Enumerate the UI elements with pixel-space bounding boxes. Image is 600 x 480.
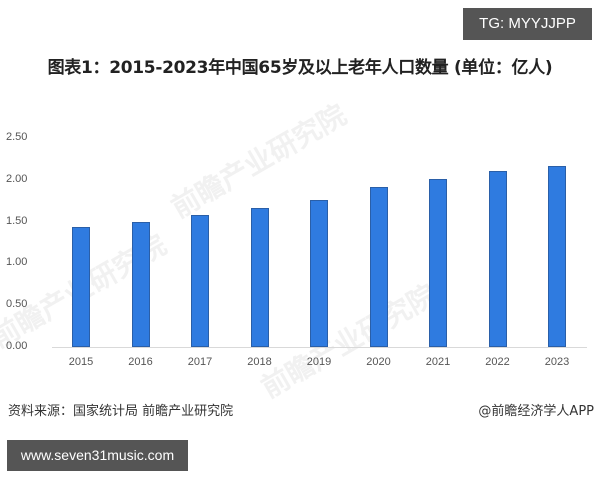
x-tick-label: 2017 [187, 356, 213, 368]
bar-2020 [369, 187, 388, 347]
source-note: 资料来源：国家统计局 前瞻产业研究院 [8, 404, 234, 419]
y-tick-label: 2.50 [6, 131, 28, 143]
y-tick-label: 1.50 [6, 214, 28, 227]
bar-2023 [548, 165, 566, 347]
y-tick-label: 1.00 [6, 256, 28, 269]
x-tick-label: 2016 [128, 356, 153, 368]
tg-badge: TG: MYYJJPP [463, 8, 592, 40]
x-tick-label: 2020 [366, 356, 391, 368]
bar-chart: 前瞻产业研究院 前瞻产业研究院 前瞻产业研究院 0.000.501.001.50… [0, 98, 600, 405]
bar-2018 [250, 208, 269, 347]
bar-2021 [429, 178, 447, 347]
x-tick-label: 2022 [485, 356, 510, 368]
bar-2019 [310, 199, 328, 347]
y-tick-label: 0.50 [6, 298, 28, 311]
site-badge: www.seven31music.com [7, 440, 188, 471]
watermark: 前瞻产业研究院 [255, 278, 442, 405]
bar-2015 [72, 226, 90, 347]
x-tick-label: 2021 [425, 356, 451, 368]
x-axis-line [52, 347, 587, 348]
chart-title: 图表1：2015-2023年中国65岁及以上老年人口数量 (单位：亿人) [47, 58, 553, 78]
bar-2017 [191, 214, 209, 347]
y-tick-label: 2.00 [6, 172, 28, 185]
x-tick-label: 2023 [544, 356, 570, 368]
y-tick-label: 0.00 [6, 340, 28, 352]
x-tick-label: 2015 [68, 356, 94, 368]
x-tick-label: 2018 [247, 356, 272, 368]
bar-2016 [131, 221, 150, 347]
x-tick-label: 2019 [306, 356, 332, 368]
credit-note: @前瞻经济学人APP [478, 404, 594, 419]
bar-2022 [488, 171, 507, 347]
